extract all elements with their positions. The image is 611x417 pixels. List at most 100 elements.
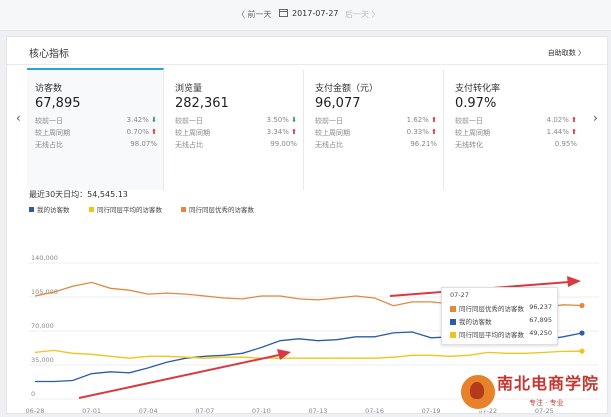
tooltip-row: 同行同层优秀的访客数 96,237 [450,303,552,313]
x-tick-label: 07-19 [422,407,441,413]
kpi-row-value: 3.34% ⬆ [266,128,297,136]
kpi-row-value: 3.42% ⬇ [126,116,157,124]
kpi-row: 较上周同期 0.33% ⬆ [315,128,437,138]
arrow-up-icon: ⬆ [431,128,437,136]
next-day-link[interactable]: 后一天 〉 [345,10,380,19]
tooltip-row: 同行同层平均的访客数 49,250 [450,329,552,339]
kpi-row-value: 0.95% [554,140,577,148]
tooltip-date: 07-27 [450,291,469,299]
series-end-point [579,302,585,309]
arrow-up-icon: ⬆ [571,116,577,124]
kpi-name: 支付金额（元） [315,84,379,94]
kpi-row-value: 0.33% ⬆ [406,128,437,136]
kpi-value: 0.97% [455,96,497,111]
prev-day-link[interactable]: 〈 前一天 [237,10,272,19]
tooltip-row: 我的访客数 67,895 [450,316,552,326]
kpi-row-label: 无线占比 [315,141,343,149]
card-title: 核心指标 [29,49,69,60]
legend-swatch [29,207,34,212]
x-tick-label: 07-25 [535,407,554,413]
tooltip-series-value: 49,250 [529,329,552,337]
tiles-next-arrow[interactable]: › [593,111,598,125]
chart-tooltip: 07-27 同行同层优秀的访客数 96,237 我的访客数 67,895 同行同… [441,287,558,345]
kpi-row-value: 0.70% ⬆ [126,128,157,136]
kpi-row: 较前一日 4.02% ⬆ [455,116,577,126]
kpi-row-label: 较上周同期 [455,129,490,137]
series-line [34,349,583,359]
calendar-icon[interactable] [279,8,288,17]
kpi-name: 浏览量 [175,84,203,94]
tooltip-series-name: 同行同层平均的访客数 [459,331,524,339]
arrow-down-icon: ⬇ [291,116,297,124]
divider [7,64,607,65]
kpi-row: 较前一日 3.42% ⬇ [35,116,157,126]
kpi-value: 67,895 [35,96,81,111]
date-navigator: 〈 前一天 2017-07-27 后一天 〉 [0,0,611,31]
kpi-row: 较前一日 1.62% ⬆ [315,116,437,126]
annotation-arrowhead-lower [277,349,291,360]
x-tick-label: 07-04 [139,407,158,413]
arrow-up-icon: ⬆ [431,116,437,124]
watermark-brand: 南北电商学院 [497,374,600,393]
kpi-row-label: 无线占比 [175,141,203,149]
series-swatch [450,306,456,312]
arrow-up-icon: ⬆ [571,128,577,136]
tiles-prev-arrow[interactable]: ‹ [16,111,21,125]
kpi-name: 访客数 [35,84,63,94]
arrow-down-icon: ⬇ [151,116,157,124]
series-end-point [579,348,585,354]
kpi-row-label: 较前一日 [455,117,483,125]
kpi-row-value: 96.21% [410,140,437,148]
legend-label: 我的访客数 [37,205,70,214]
kpi-row-value: 3.50% ⬇ [266,116,297,124]
kpi-row: 无线占比 98.07% [35,140,157,150]
kpi-row-label: 较前一日 [175,117,203,125]
x-tick-label: 07-10 [252,407,271,413]
current-date[interactable]: 2017-07-27 [292,9,339,18]
watermark-logo: 南北电商学院 专注 · 专业 [459,370,609,416]
y-tick-label: 105,000 [31,288,58,296]
kpi-tile-payment-amount[interactable]: 支付金额（元） 96,077 较前一日 1.62% ⬆ 较上周同期 0.33% ⬆ … [307,70,444,190]
y-tick-label: 35,000 [31,356,54,364]
legend-swatch [89,207,94,212]
x-tick-label: 07-16 [365,407,384,413]
kpi-row-label: 较上周同期 [35,129,70,137]
kpi-row: 无线转化 0.95% [455,140,577,150]
kpi-tile-visitors[interactable]: 访客数 67,895 较前一日 3.42% ⬇ 较上周同期 0.70% ⬆ 无线占比… [27,68,164,190]
kpi-row-value: 98.07% [130,140,157,148]
kpi-row: 较上周同期 0.70% ⬆ [35,128,157,138]
self-service-data-link[interactable]: 自助取数 〉 [547,49,585,57]
kpi-row-label: 较前一日 [315,117,343,125]
annotation-arrow-lower [78,354,280,399]
kpi-tile-pageviews[interactable]: 浏览量 282,361 较前一日 3.50% ⬇ 较上周同期 3.34% ⬆ 无线占… [167,70,304,190]
legend-label: 同行同层优秀的访客数 [189,205,255,214]
y-tick-label: 70,000 [31,322,54,330]
x-tick-label: 07-22 [478,407,497,413]
x-tick-label: 07-01 [82,407,101,413]
arrow-up-icon: ⬆ [151,128,157,136]
kpi-tile-conversion-rate[interactable]: 支付转化率 0.97% 较前一日 4.02% ⬆ 较上周同期 1.44% ⬆ 无线转… [447,70,583,190]
y-tick-label: 140,000 [31,254,58,262]
kpi-row-value: 4.02% ⬆ [546,116,577,124]
kpi-value: 282,361 [175,96,229,111]
kpi-row: 无线占比 96.21% [315,140,437,150]
kpi-name: 支付转化率 [455,84,501,94]
kpi-row-label: 无线转化 [455,141,483,149]
kpi-value: 96,077 [315,96,361,111]
chart-title: 最近30天日均：54,545.13 [29,189,128,199]
tooltip-series-value: 96,237 [529,303,552,311]
kpi-row-label: 较前一日 [35,117,63,125]
series-swatch [450,332,456,338]
tooltip-series-name: 同行同层优秀的访客数 [459,305,524,313]
kpi-row-label: 较上周同期 [315,129,350,137]
legend-label: 同行同层平均的访客数 [97,205,163,214]
tooltip-series-name: 我的访客数 [459,318,492,326]
kpi-row: 较前一日 3.50% ⬇ [175,116,297,126]
kpi-row: 较上周同期 1.44% ⬆ [455,128,577,138]
kpi-row-value: 99.00% [270,140,297,148]
x-tick-label: 06-28 [26,407,45,413]
core-metrics-card: 核心指标 自助取数 〉 ‹ › 访客数 67,895 较前一日 3.42% ⬇ 较… [6,36,608,415]
x-tick-label: 07-07 [195,407,214,413]
series-end-point [579,330,585,336]
kpi-row: 较上周同期 3.34% ⬆ [175,128,297,138]
